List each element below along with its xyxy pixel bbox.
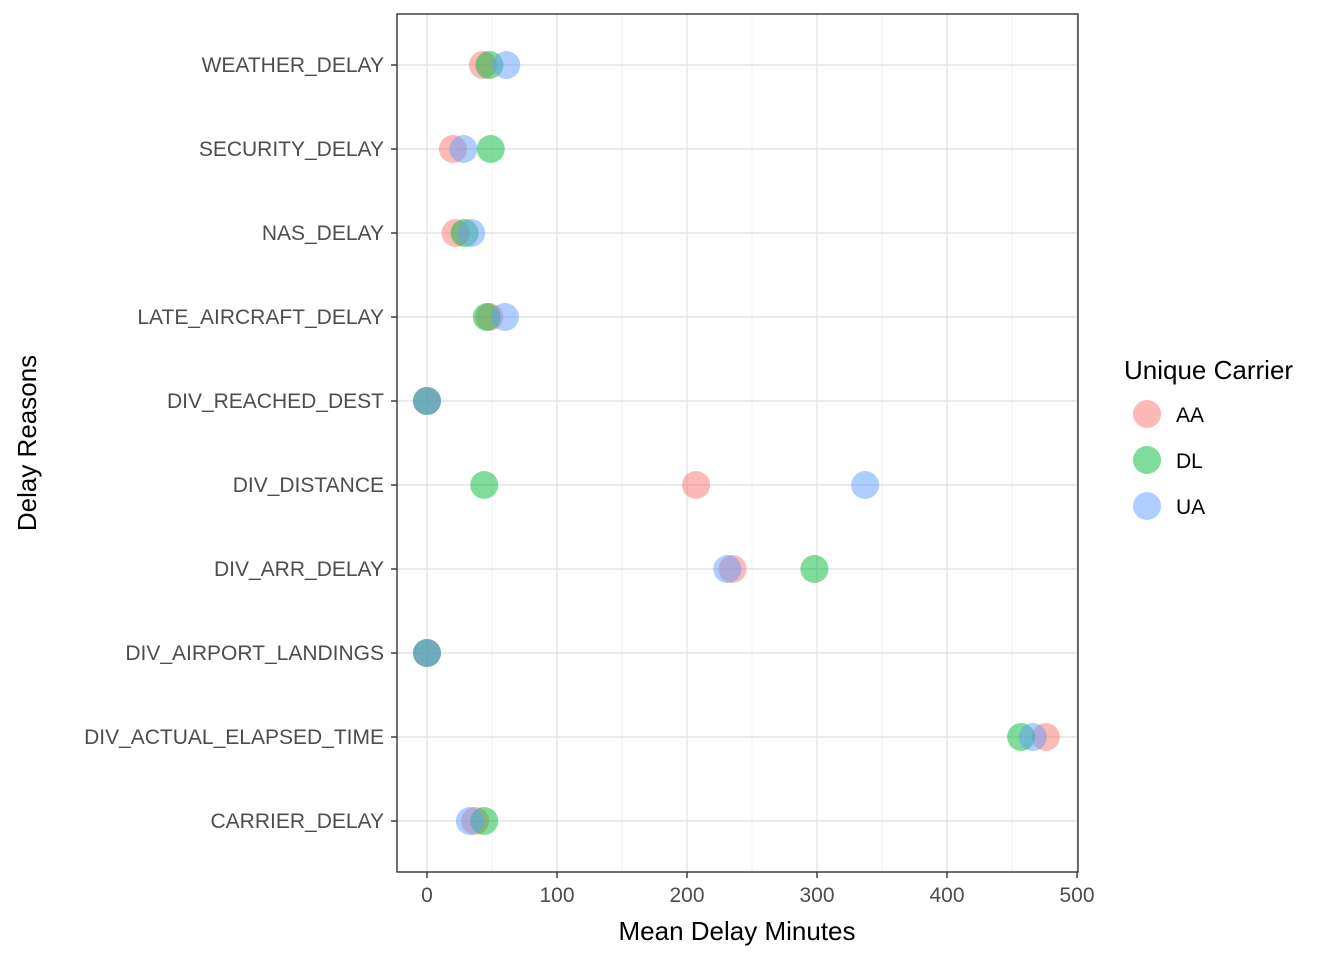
y-tick-label: SECURITY_DELAY — [199, 138, 384, 161]
data-point-ua — [455, 807, 484, 835]
y-tick-label: DIV_ARR_DELAY — [214, 558, 384, 581]
data-point-ua — [413, 639, 441, 667]
x-tick-label: 500 — [1059, 884, 1094, 907]
data-point-ua — [449, 135, 478, 163]
y-tick-label: DIV_AIRPORT_LANDINGS — [125, 642, 384, 665]
data-point-ua — [492, 51, 521, 79]
legend-title: Unique Carrier — [1124, 355, 1293, 385]
x-tick-label: 200 — [669, 884, 704, 907]
data-point-ua — [491, 303, 519, 331]
y-tick-label: WEATHER_DELAY — [202, 54, 384, 77]
x-tick-label: 100 — [539, 884, 574, 907]
data-point-dl — [470, 471, 499, 499]
legend-label-dl: DL — [1176, 450, 1203, 473]
data-point-aa — [682, 471, 711, 499]
data-point-ua — [413, 387, 441, 415]
legend-label-ua: UA — [1176, 496, 1205, 519]
x-tick-label: 0 — [421, 884, 433, 907]
y-tick-label: LATE_AIRCRAFT_DELAY — [137, 306, 384, 329]
legend: Unique Carrier AA DL UA — [1124, 355, 1293, 520]
legend-key-dl — [1133, 446, 1161, 474]
y-tick-label: DIV_REACHED_DEST — [167, 390, 384, 413]
y-axis: CARRIER_DELAY DIV_ACTUAL_ELAPSED_TIME DIV_… — [84, 54, 397, 833]
x-axis: 0 100 200 300 400 500 — [421, 872, 1095, 907]
y-axis-title: Delay Reasons — [12, 355, 42, 531]
data-point-ua — [457, 219, 486, 247]
y-tick-label: CARRIER_DELAY — [211, 810, 385, 833]
x-tick-label: 400 — [929, 884, 964, 907]
data-points — [413, 51, 1060, 835]
y-tick-label: NAS_DELAY — [262, 222, 384, 245]
y-tick-label: DIV_ACTUAL_ELAPSED_TIME — [84, 726, 384, 749]
data-point-dl — [476, 135, 505, 163]
data-point-dl — [800, 555, 829, 583]
legend-key-ua — [1133, 492, 1161, 520]
panel-border — [396, 13, 1079, 873]
data-point-ua — [1018, 723, 1047, 751]
x-tick-label: 300 — [799, 884, 834, 907]
x-axis-title: Mean Delay Minutes — [619, 916, 856, 946]
data-point-ua — [851, 471, 880, 499]
legend-label-aa: AA — [1176, 404, 1204, 427]
y-tick-label: DIV_DISTANCE — [233, 474, 384, 497]
data-point-ua — [713, 555, 742, 583]
panel-background — [397, 14, 1078, 872]
legend-key-aa — [1133, 400, 1161, 428]
